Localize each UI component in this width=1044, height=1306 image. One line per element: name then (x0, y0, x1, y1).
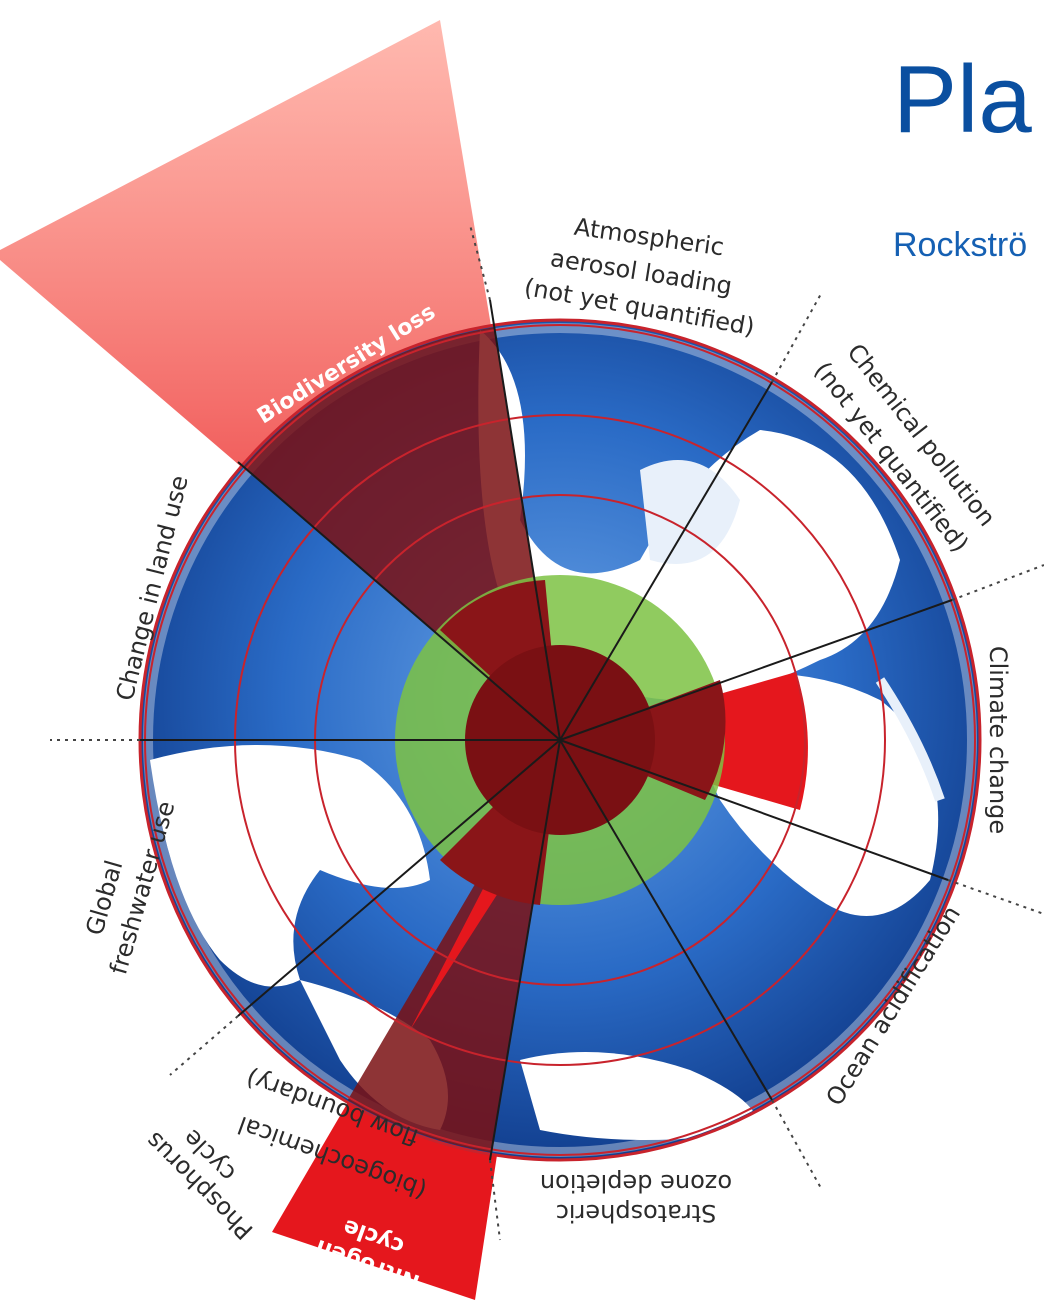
page-subtitle: Rockströ (893, 226, 1028, 264)
page-title: Pla (893, 46, 1032, 153)
label-climate: Climate change (984, 646, 1012, 834)
dotted-guides (50, 224, 1044, 1241)
label-ozone: ozone depletion Stratospheric (540, 1169, 732, 1227)
label-ozone-2: ozone depletion (540, 1169, 732, 1197)
sector-lines (140, 299, 953, 1161)
label-phosphorus: cycle Phosphorus (140, 1124, 259, 1245)
label-climate-1: Climate change (984, 646, 1012, 834)
label-ozone-1: Stratospheric (556, 1199, 717, 1227)
